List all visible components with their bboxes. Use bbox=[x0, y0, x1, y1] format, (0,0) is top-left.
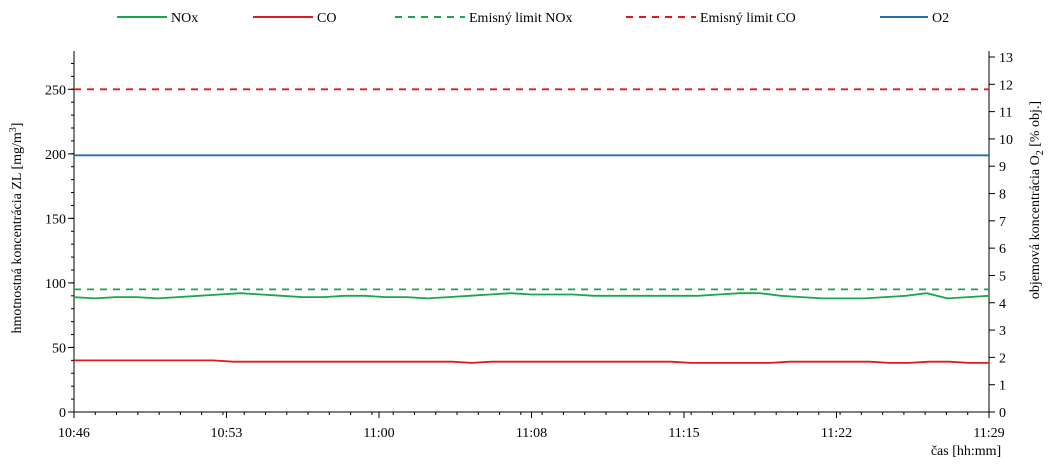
y-left-tick-label: 50 bbox=[52, 341, 66, 356]
legend-label: CO bbox=[317, 11, 336, 26]
y-left-tick-label: 100 bbox=[45, 277, 66, 292]
legend-label: O2 bbox=[932, 11, 949, 26]
legend: NOx CO Emisný limit NOx Emisný limit CO O2 bbox=[117, 11, 949, 26]
y-right-tick-label: 11 bbox=[999, 106, 1012, 121]
x-tick-label: 10:46 bbox=[58, 426, 90, 441]
y-right-tick-label: 13 bbox=[999, 51, 1013, 66]
y-right-tick-label: 5 bbox=[999, 269, 1006, 284]
y-axis-left-title-main: hmotnostná koncentrácia ZL [mg/m bbox=[10, 132, 25, 333]
y-right-tick-label: 1 bbox=[999, 379, 1006, 394]
y-right-tick-label: 9 bbox=[999, 160, 1006, 175]
series-line-nox bbox=[74, 293, 989, 298]
x-tick-label: 11:08 bbox=[516, 426, 547, 441]
x-tick-label: 11:00 bbox=[363, 426, 394, 441]
legend-item: O2 bbox=[880, 11, 949, 26]
y-axis-right-title-end: [% obj.] bbox=[1028, 101, 1043, 150]
y-right-tick-label: 0 bbox=[999, 406, 1006, 421]
legend-label: Emisný limit CO bbox=[700, 11, 796, 26]
y-right-tick-label: 10 bbox=[999, 133, 1013, 148]
legend-item: Emisný limit CO bbox=[626, 11, 796, 26]
y-right-tick-label: 3 bbox=[999, 324, 1006, 339]
y-right-tick-label: 2 bbox=[999, 351, 1006, 366]
y-left-tick-label: 150 bbox=[45, 212, 66, 227]
x-tick-label: 10:53 bbox=[211, 426, 243, 441]
x-tick-label: 11:29 bbox=[973, 426, 1004, 441]
y-axis-left-title-end: ] bbox=[10, 123, 25, 128]
x-axis-title: čas [hh:mm] bbox=[931, 444, 1001, 459]
legend-item: CO bbox=[253, 11, 336, 26]
legend-item: Emisný limit NOx bbox=[395, 11, 572, 26]
y-right-tick-label: 4 bbox=[999, 297, 1006, 312]
y-left-tick-label: 200 bbox=[45, 148, 66, 163]
y-left-tick-label: 250 bbox=[45, 83, 66, 98]
y-right-tick-label: 12 bbox=[999, 78, 1013, 93]
legend-label: NOx bbox=[171, 11, 198, 26]
series-layer bbox=[74, 89, 989, 363]
y-axis-left-title: hmotnostná koncentrácia ZL [mg/m3] bbox=[8, 123, 25, 334]
legend-label: Emisný limit NOx bbox=[469, 11, 572, 26]
y-axis-right-title: objemová koncentrácia O2 [% obj.] bbox=[1028, 101, 1046, 299]
legend-item: NOx bbox=[117, 11, 198, 26]
y-left-tick-label: 0 bbox=[59, 406, 66, 421]
y-right-tick-label: 7 bbox=[999, 215, 1006, 230]
y-axis-right-title-main: objemová koncentrácia O bbox=[1028, 155, 1043, 299]
y-right-tick-label: 6 bbox=[999, 242, 1006, 257]
series-line-co bbox=[74, 360, 989, 363]
x-tick-label: 11:15 bbox=[668, 426, 699, 441]
x-tick-label: 11:22 bbox=[821, 426, 852, 441]
y-right-tick-label: 8 bbox=[999, 188, 1006, 203]
